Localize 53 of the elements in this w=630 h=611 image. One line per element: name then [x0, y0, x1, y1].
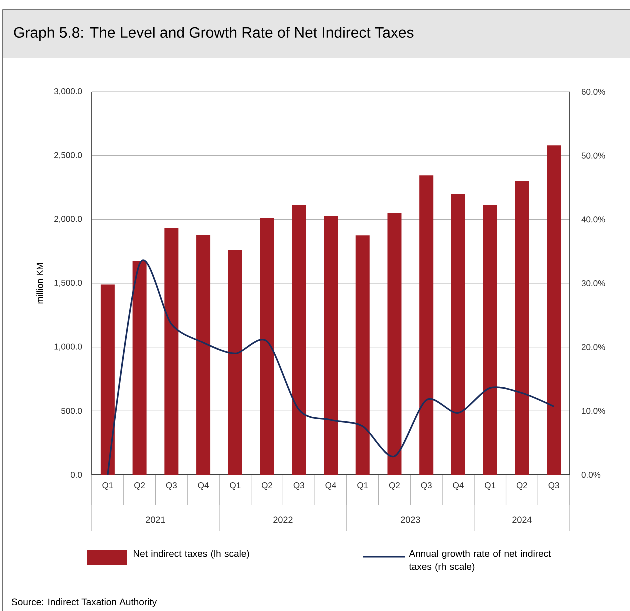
- y-axis-title: million KM: [36, 263, 44, 304]
- y-tick-label: 1,500.0: [54, 280, 82, 287]
- source-note: Source: Indirect Taxation Authority: [12, 598, 158, 608]
- y2-tick-label: 10.0%: [582, 408, 606, 414]
- y2-tick-label: 60.0%: [582, 89, 606, 96]
- y2-tick-label: 0.0%: [582, 472, 601, 478]
- bar: [292, 204, 306, 475]
- bar: [420, 176, 434, 475]
- bar: [228, 250, 242, 475]
- x-tick-label: Q4: [198, 482, 209, 490]
- x-tick-label: Q4: [326, 482, 336, 490]
- bar: [324, 216, 338, 475]
- x-tick-label: Q3: [166, 482, 177, 490]
- y2-tick-label: 30.0%: [582, 280, 606, 286]
- legend-label: Annual growth rate of net indirect taxes (rh scale): [409, 550, 552, 572]
- y-tick-label: 0.0: [70, 472, 82, 478]
- x-tick-label: Q1: [102, 482, 114, 490]
- bar: [260, 218, 274, 475]
- bar: [196, 234, 211, 475]
- x-tick-label: Q2: [262, 482, 273, 490]
- y-tick-label: 2,000.0: [54, 216, 82, 224]
- x-tick-label: Q4: [453, 482, 464, 490]
- bar: [483, 204, 498, 475]
- bar: [547, 146, 562, 475]
- text: 2022: [274, 516, 293, 524]
- bar: [451, 194, 466, 475]
- y-tick-label: 1,000.0: [54, 344, 82, 351]
- y2-tick-label: 20.0%: [582, 344, 606, 350]
- bar: [132, 261, 147, 475]
- x-tick-label: Q3: [548, 482, 560, 490]
- y-tick-label: 3,000.0: [54, 88, 82, 96]
- y2-tick-label: 50.0%: [582, 152, 606, 159]
- bar: [388, 213, 402, 475]
- x-tick-label: Q1: [230, 482, 241, 490]
- bar: [164, 228, 179, 475]
- text: 2024: [512, 516, 532, 524]
- bar: [515, 181, 530, 475]
- x-tick-label: Q2: [134, 482, 146, 490]
- x-tick-label: Q1: [485, 482, 496, 490]
- bar: [356, 236, 370, 475]
- x-tick-label: Q3: [421, 482, 432, 490]
- text: 2023: [401, 516, 420, 524]
- x-tick-label: Q1: [358, 482, 368, 490]
- x-tick-label: Q2: [516, 482, 528, 490]
- bar: [100, 284, 115, 475]
- x-tick-label: Q2: [389, 482, 400, 490]
- y-tick-label: 500.0: [62, 408, 82, 414]
- y2-tick-label: 40.0%: [582, 216, 606, 223]
- chart-title: Graph 5.8: The Level and Growth Rate of Net Indirect Taxes: [14, 27, 414, 41]
- legend-label: Net indirect taxes (lh scale): [134, 550, 250, 560]
- text: 2021: [146, 516, 166, 524]
- y-tick-label: 2,500.0: [54, 152, 82, 160]
- x-tick-label: Q3: [294, 482, 304, 490]
